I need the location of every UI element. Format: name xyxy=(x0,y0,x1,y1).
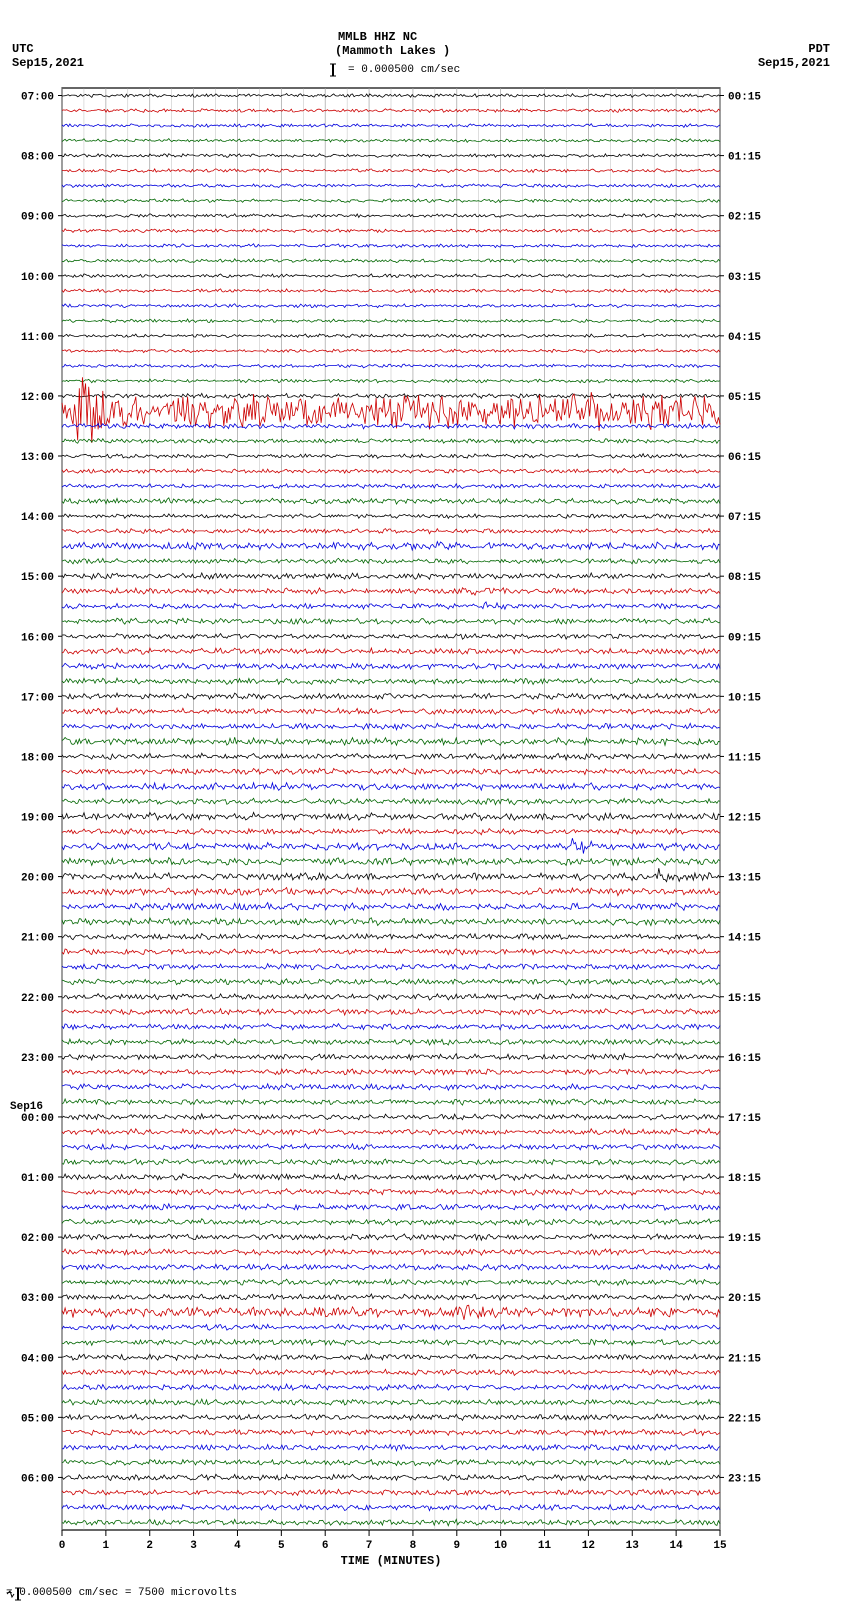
svg-text:11: 11 xyxy=(538,1540,552,1552)
svg-text:9: 9 xyxy=(453,1540,460,1552)
svg-text:0: 0 xyxy=(59,1540,66,1552)
svg-text:11:00: 11:00 xyxy=(21,332,54,344)
svg-text:03:00: 03:00 xyxy=(21,1293,54,1305)
svg-text:01:00: 01:00 xyxy=(21,1173,54,1185)
svg-text:17:15: 17:15 xyxy=(728,1113,761,1125)
svg-text:13:00: 13:00 xyxy=(21,452,54,464)
svg-text:01:15: 01:15 xyxy=(728,152,761,164)
svg-text:6: 6 xyxy=(322,1540,329,1552)
svg-text:21:00: 21:00 xyxy=(21,933,54,945)
svg-text:10:00: 10:00 xyxy=(21,272,54,284)
svg-text:04:00: 04:00 xyxy=(21,1353,54,1365)
svg-text:22:15: 22:15 xyxy=(728,1413,761,1425)
svg-text:18:00: 18:00 xyxy=(21,752,54,764)
svg-text:04:15: 04:15 xyxy=(728,332,761,344)
svg-text:14:15: 14:15 xyxy=(728,933,761,945)
svg-text:21:15: 21:15 xyxy=(728,1353,761,1365)
svg-text:07:15: 07:15 xyxy=(728,512,761,524)
svg-text:13: 13 xyxy=(626,1540,640,1552)
svg-text:02:15: 02:15 xyxy=(728,212,761,224)
svg-text:4: 4 xyxy=(234,1540,241,1552)
svg-text:23:00: 23:00 xyxy=(21,1053,54,1065)
svg-text:14: 14 xyxy=(670,1540,684,1552)
svg-text:Sep16: Sep16 xyxy=(10,1101,43,1113)
svg-text:8: 8 xyxy=(410,1540,417,1552)
svg-text:TIME (MINUTES): TIME (MINUTES) xyxy=(341,1554,442,1568)
svg-text:14:00: 14:00 xyxy=(21,512,54,524)
svg-text:20:00: 20:00 xyxy=(21,873,54,885)
svg-text:15:15: 15:15 xyxy=(728,993,761,1005)
svg-text:3: 3 xyxy=(190,1540,197,1552)
svg-text:16:15: 16:15 xyxy=(728,1053,761,1065)
svg-text:10:15: 10:15 xyxy=(728,692,761,704)
svg-text:08:00: 08:00 xyxy=(21,152,54,164)
svg-text:7: 7 xyxy=(366,1540,373,1552)
svg-text:10: 10 xyxy=(494,1540,507,1552)
svg-text:08:15: 08:15 xyxy=(728,572,761,584)
svg-text:15: 15 xyxy=(713,1540,727,1552)
svg-text:06:15: 06:15 xyxy=(728,452,761,464)
svg-text:11:15: 11:15 xyxy=(728,752,761,764)
svg-text:16:00: 16:00 xyxy=(21,632,54,644)
svg-text:12:15: 12:15 xyxy=(728,813,761,825)
svg-text:07:00: 07:00 xyxy=(21,92,54,104)
svg-text:15:00: 15:00 xyxy=(21,572,54,584)
svg-text:00:15: 00:15 xyxy=(728,92,761,104)
svg-text:20:15: 20:15 xyxy=(728,1293,761,1305)
footer-scale: = 0.000500 cm/sec = 7500 microvolts xyxy=(6,1587,237,1599)
svg-text:05:15: 05:15 xyxy=(728,392,761,404)
svg-text:18:15: 18:15 xyxy=(728,1173,761,1185)
svg-text:13:15: 13:15 xyxy=(728,873,761,885)
svg-text:5: 5 xyxy=(278,1540,285,1552)
svg-text:12:00: 12:00 xyxy=(21,392,54,404)
svg-text:03:15: 03:15 xyxy=(728,272,761,284)
svg-text:05:00: 05:00 xyxy=(21,1413,54,1425)
svg-text:23:15: 23:15 xyxy=(728,1473,761,1485)
seismogram-plot: 0123456789101112131415TIME (MINUTES)07:0… xyxy=(0,0,850,1613)
svg-text:19:00: 19:00 xyxy=(21,813,54,825)
svg-text:09:15: 09:15 xyxy=(728,632,761,644)
svg-text:06:00: 06:00 xyxy=(21,1473,54,1485)
svg-text:19:15: 19:15 xyxy=(728,1233,761,1245)
svg-text:02:00: 02:00 xyxy=(21,1233,54,1245)
svg-text:22:00: 22:00 xyxy=(21,993,54,1005)
svg-text:2: 2 xyxy=(146,1540,153,1552)
svg-text:1: 1 xyxy=(103,1540,110,1552)
svg-text:09:00: 09:00 xyxy=(21,212,54,224)
svg-text:17:00: 17:00 xyxy=(21,692,54,704)
svg-text:12: 12 xyxy=(582,1540,595,1552)
svg-text:00:00: 00:00 xyxy=(21,1113,54,1125)
